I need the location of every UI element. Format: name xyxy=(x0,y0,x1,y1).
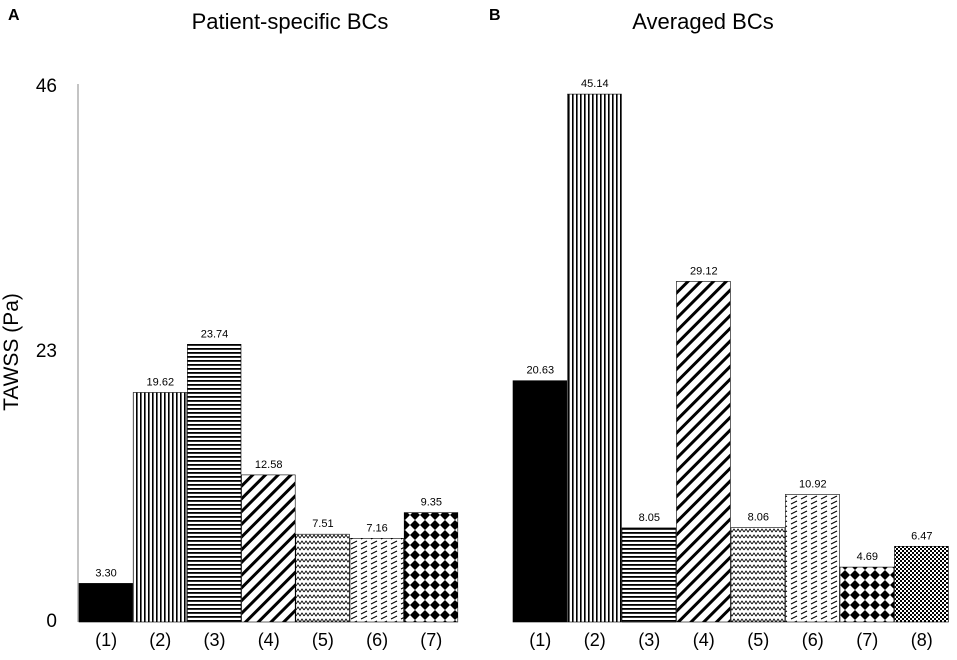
panel-b-value-label-4: 29.12 xyxy=(690,265,718,277)
y-tick-label: 0 xyxy=(46,611,57,632)
panel-b-value-label-6: 10.92 xyxy=(799,478,827,490)
panel-b-bar-4 xyxy=(676,281,731,623)
panel-b-bar-8 xyxy=(894,545,949,623)
panel-a-category-label-7: (7) xyxy=(420,630,442,650)
panel-b-bar-1 xyxy=(512,380,568,623)
panel-a-value-label-4: 12.58 xyxy=(255,459,283,471)
panel-b-bar-7 xyxy=(839,566,895,623)
panel-a-category-label-1: (1) xyxy=(95,630,117,650)
panel-b-category-label-6: (6) xyxy=(802,630,824,650)
panel-b-category-label-2: (2) xyxy=(584,630,606,650)
panel-b-title: Averaged BCs xyxy=(632,9,773,34)
panel-a-bar-4 xyxy=(241,474,296,623)
panel-a-bar-3 xyxy=(187,343,242,623)
panel-a-bar-2 xyxy=(132,392,188,623)
panel-a-category-label-3: (3) xyxy=(204,630,226,650)
panel-a-value-label-2: 19.62 xyxy=(147,377,175,389)
panel-b-value-label-5: 8.06 xyxy=(748,512,769,524)
panel-a-value-label-1: 3.30 xyxy=(95,567,116,579)
panel-a-bar-7 xyxy=(403,512,459,623)
panel-b-value-label-2: 45.14 xyxy=(581,78,609,90)
panel-a-category-label-6: (6) xyxy=(366,630,388,650)
panel-b-category-label-5: (5) xyxy=(747,630,769,650)
y-tick-label: 46 xyxy=(36,76,57,97)
panel-a-category-label-4: (4) xyxy=(258,630,280,650)
panel-b-bar-2 xyxy=(567,93,622,623)
panel-a-category-label-2: (2) xyxy=(149,630,171,650)
panel-a-bar-1 xyxy=(78,583,133,623)
panel-a-value-label-7: 9.35 xyxy=(421,497,442,509)
panel-b-value-label-8: 6.47 xyxy=(911,530,932,542)
panel-a-category-label-5: (5) xyxy=(312,630,334,650)
panel-b-bar-3 xyxy=(621,527,677,623)
y-tick-label: 23 xyxy=(36,341,57,362)
panel-b-letter: B xyxy=(489,7,501,24)
panel-b-value-label-7: 4.69 xyxy=(857,551,878,563)
panel-b-category-label-7: (7) xyxy=(856,630,878,650)
panel-a-title: Patient-specific BCs xyxy=(192,9,389,34)
y-axis-label: TAWSS (Pa) xyxy=(0,293,23,411)
panel-b-bar-5 xyxy=(730,527,786,623)
panel-b-value-label-3: 8.05 xyxy=(639,512,660,524)
panel-b-category-label-8: (8) xyxy=(911,630,933,650)
panel-b-category-label-1: (1) xyxy=(529,630,551,650)
panel-b-category-label-3: (3) xyxy=(638,630,660,650)
panel-a-bar-5 xyxy=(295,533,350,623)
panel-a-letter: A xyxy=(8,7,20,24)
panel-b-bar-6 xyxy=(785,493,840,623)
panel-a-value-label-3: 23.74 xyxy=(201,328,229,340)
panel-a-value-label-6: 7.16 xyxy=(366,522,387,534)
panel-b-value-label-1: 20.63 xyxy=(527,365,555,377)
panel-a-bar-6 xyxy=(349,537,404,623)
panel-b-category-label-4: (4) xyxy=(693,630,715,650)
panel-a-value-label-5: 7.51 xyxy=(312,518,333,530)
